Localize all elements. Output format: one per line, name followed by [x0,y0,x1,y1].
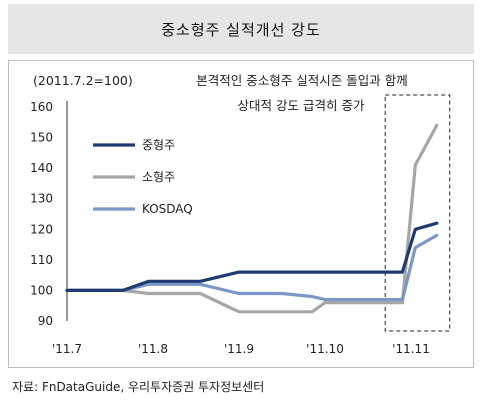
y-tick-label: 100 [30,283,53,297]
series-line-0 [65,221,439,292]
legend-label-0: 중형주 [142,138,175,152]
x-tick-label: '11.10 [306,342,344,356]
chart-title: 중소형주 실적개선 강도 [161,20,321,39]
chart-frame: 90 100 110 120 130 140 150 160 '11.7'11.8'11.9 '… [8,60,474,368]
y-tick-label: 110 [30,253,53,267]
x-tick-label: '11.8 [138,342,168,356]
highlight-dashed-box [384,94,451,332]
series-line-2 [65,233,439,302]
series-line-1 [65,123,439,314]
y-tick-label: 90 [38,314,53,328]
source-note: 자료: FnDataGuide, 우리투자증권 투자정보센터 [12,380,265,394]
legend-label-1: 소형주 [142,170,175,184]
y-tick-label: 120 [30,222,53,236]
x-tick-labels: '11.7 '11.8 '11.9 '11.10 '11.11 [52,342,430,356]
y-tick-label: 150 [30,131,53,145]
y-tick-labels: 90 100 110 120 130 140 150 160 [30,100,53,328]
chart-title-bar: 중소형주 실적개선 강도 [8,4,474,54]
series-lines [65,123,439,314]
legend-label-2: KOSDAQ [142,202,193,216]
annotation-line-2: 상대적 강도 급격히 증가 [238,98,365,113]
x-tick-label: '11.11 [392,342,430,356]
x-tick-label: '11.9 [224,342,254,356]
y-tick-label: 160 [30,100,53,114]
base-note: (2011.7.2=100) [33,73,133,88]
highlight-box [384,94,451,332]
annotation-line-1: 본격적인 중소형주 실적시즌 돌입과 함께 [196,73,407,88]
x-tick-label: '11.7 [52,342,82,356]
y-tick-label: 130 [30,192,53,206]
y-tick-label: 140 [30,161,53,175]
